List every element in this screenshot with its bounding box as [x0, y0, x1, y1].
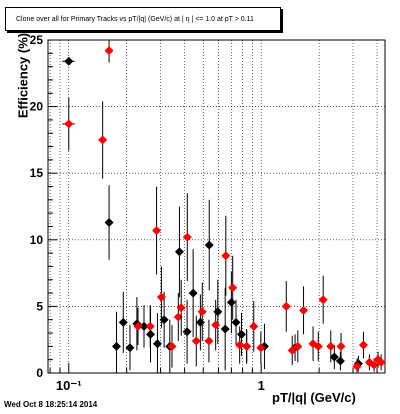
data-point-black	[104, 217, 114, 227]
data-marks	[62, 40, 386, 373]
data-point-black	[152, 339, 162, 349]
data-point-red	[211, 320, 221, 330]
data-point-red	[313, 341, 323, 351]
data-point-red	[242, 341, 252, 351]
y-tick-label: 10	[30, 233, 44, 247]
data-point-black	[182, 327, 192, 337]
data-point-red	[182, 232, 192, 242]
data-point-red	[221, 251, 231, 261]
data-point-red	[352, 361, 362, 371]
data-point-red	[191, 336, 201, 346]
data-point-red	[336, 341, 346, 351]
y-tick-label: 5	[36, 299, 43, 313]
chart-title-box: Clone over all for Primary Tracks vs pT/…	[5, 7, 281, 31]
axes: 0 5 10 15 20 25 10⁻¹ 1	[30, 33, 378, 393]
data-point-red	[145, 321, 155, 331]
data-point-red	[287, 345, 297, 355]
footer-timestamp: Wed Oct 8 18:25:14 2014	[4, 400, 98, 409]
y-tick-label: 25	[30, 33, 44, 47]
data-point-red	[358, 340, 368, 350]
data-point-red	[376, 357, 386, 367]
data-point-black	[204, 240, 214, 250]
data-point-black	[231, 317, 241, 327]
data-point-black	[118, 317, 128, 327]
data-point-red	[133, 321, 143, 331]
data-point-red	[176, 303, 186, 313]
data-point-red	[249, 321, 259, 331]
data-point-red	[104, 46, 114, 56]
data-point-red	[326, 341, 336, 351]
data-point-black	[64, 56, 74, 66]
data-point-red	[281, 301, 291, 311]
y-axis-label: Efficiency (%)	[15, 32, 31, 119]
data-point-red	[98, 135, 108, 145]
data-point-black	[188, 288, 198, 298]
data-point-red	[204, 336, 214, 346]
data-point-red	[197, 307, 207, 317]
data-point-black	[329, 352, 339, 362]
data-point-red	[318, 295, 328, 305]
data-point-red	[299, 305, 309, 315]
data-point-black	[220, 324, 230, 334]
data-point-red	[167, 341, 177, 351]
data-point-black	[139, 321, 149, 331]
data-point-red	[152, 225, 162, 235]
data-point-red	[156, 292, 166, 302]
x-tick-label: 1	[258, 378, 265, 393]
chart-title: Clone over all for Primary Tracks vs pT/…	[16, 15, 254, 23]
x-axis-label: pT/|q| (GeV/c)	[272, 390, 356, 405]
data-point-red	[173, 312, 183, 322]
data-point-black	[335, 356, 345, 366]
data-point-black	[174, 247, 184, 257]
y-tick-label: 15	[30, 166, 44, 180]
data-point-red	[235, 340, 245, 350]
data-point-red	[64, 119, 74, 129]
plot-frame	[47, 39, 386, 374]
data-point-black	[226, 297, 236, 307]
data-point-red	[369, 360, 379, 370]
data-point-black	[111, 341, 121, 351]
data-point-red	[293, 341, 303, 351]
grid-lines	[48, 40, 385, 373]
x-tick-label: 10⁻¹	[56, 378, 82, 393]
y-tick-label: 0	[36, 366, 43, 380]
data-point-red	[228, 283, 238, 293]
y-tick-label: 20	[30, 100, 44, 114]
data-point-red	[256, 343, 266, 353]
data-point-black	[125, 343, 135, 353]
